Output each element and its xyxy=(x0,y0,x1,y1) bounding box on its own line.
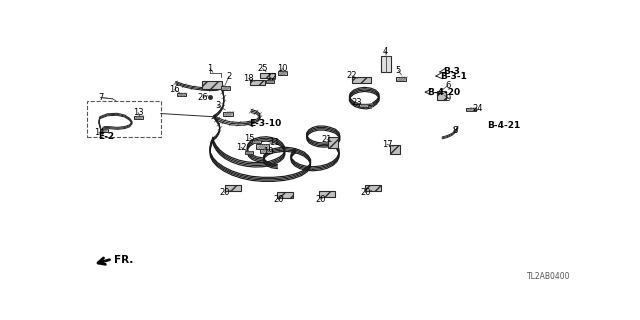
Bar xyxy=(277,192,292,198)
Bar xyxy=(396,77,406,81)
Bar xyxy=(252,140,260,143)
Text: 19: 19 xyxy=(263,147,274,156)
Text: 14: 14 xyxy=(93,128,104,137)
Bar xyxy=(266,80,274,83)
FancyBboxPatch shape xyxy=(88,101,161,138)
Bar xyxy=(250,80,265,85)
Text: 12: 12 xyxy=(236,143,246,152)
Text: 12: 12 xyxy=(266,73,276,82)
Text: 15: 15 xyxy=(244,134,255,143)
Text: 16: 16 xyxy=(169,85,180,94)
Text: 7: 7 xyxy=(98,93,104,102)
Text: B-4-20: B-4-20 xyxy=(428,88,460,97)
Text: 1: 1 xyxy=(207,64,212,73)
Bar xyxy=(436,91,445,100)
Bar xyxy=(202,81,222,89)
Bar xyxy=(365,185,381,191)
Bar xyxy=(223,112,233,116)
Text: 13: 13 xyxy=(133,108,144,117)
Bar xyxy=(359,104,368,107)
Text: 5: 5 xyxy=(396,66,401,75)
Text: 20: 20 xyxy=(316,195,326,204)
Text: 20: 20 xyxy=(360,188,371,197)
Text: B-3-1: B-3-1 xyxy=(440,72,467,81)
Bar xyxy=(390,145,401,155)
Text: 6: 6 xyxy=(445,81,451,90)
Text: 21: 21 xyxy=(322,135,332,144)
Text: 3: 3 xyxy=(215,101,221,110)
Bar xyxy=(328,137,339,148)
Text: B-4-21: B-4-21 xyxy=(486,121,520,130)
Bar xyxy=(257,144,269,148)
Text: E-3-10: E-3-10 xyxy=(249,119,281,128)
Text: TL2AB0400: TL2AB0400 xyxy=(527,272,570,281)
Text: 18: 18 xyxy=(243,74,254,83)
Text: B-3: B-3 xyxy=(443,67,460,76)
Text: 11: 11 xyxy=(269,138,280,147)
Bar xyxy=(260,149,272,153)
Text: 9: 9 xyxy=(446,93,451,102)
Text: 2: 2 xyxy=(226,72,232,81)
Bar xyxy=(466,108,476,111)
Text: 23: 23 xyxy=(351,98,362,107)
Bar xyxy=(225,185,241,191)
Bar xyxy=(352,77,371,83)
Bar xyxy=(100,129,108,132)
Text: 20: 20 xyxy=(273,195,284,204)
Bar xyxy=(319,190,335,197)
Text: 4: 4 xyxy=(383,47,388,56)
Bar xyxy=(177,93,186,96)
Bar xyxy=(244,151,253,154)
Text: 22: 22 xyxy=(346,71,357,80)
Text: 20: 20 xyxy=(220,188,230,197)
Text: 8: 8 xyxy=(452,125,458,135)
Text: 24: 24 xyxy=(472,104,483,113)
Bar xyxy=(134,116,143,119)
Text: E-2: E-2 xyxy=(98,132,114,141)
Bar xyxy=(260,73,275,78)
Bar xyxy=(381,56,392,72)
Text: 10: 10 xyxy=(277,64,287,73)
Text: 25: 25 xyxy=(257,64,268,73)
Bar xyxy=(221,86,230,90)
Text: FR.: FR. xyxy=(114,255,133,265)
Bar xyxy=(278,71,287,75)
Text: 17: 17 xyxy=(381,140,392,149)
Text: 26: 26 xyxy=(198,93,209,102)
